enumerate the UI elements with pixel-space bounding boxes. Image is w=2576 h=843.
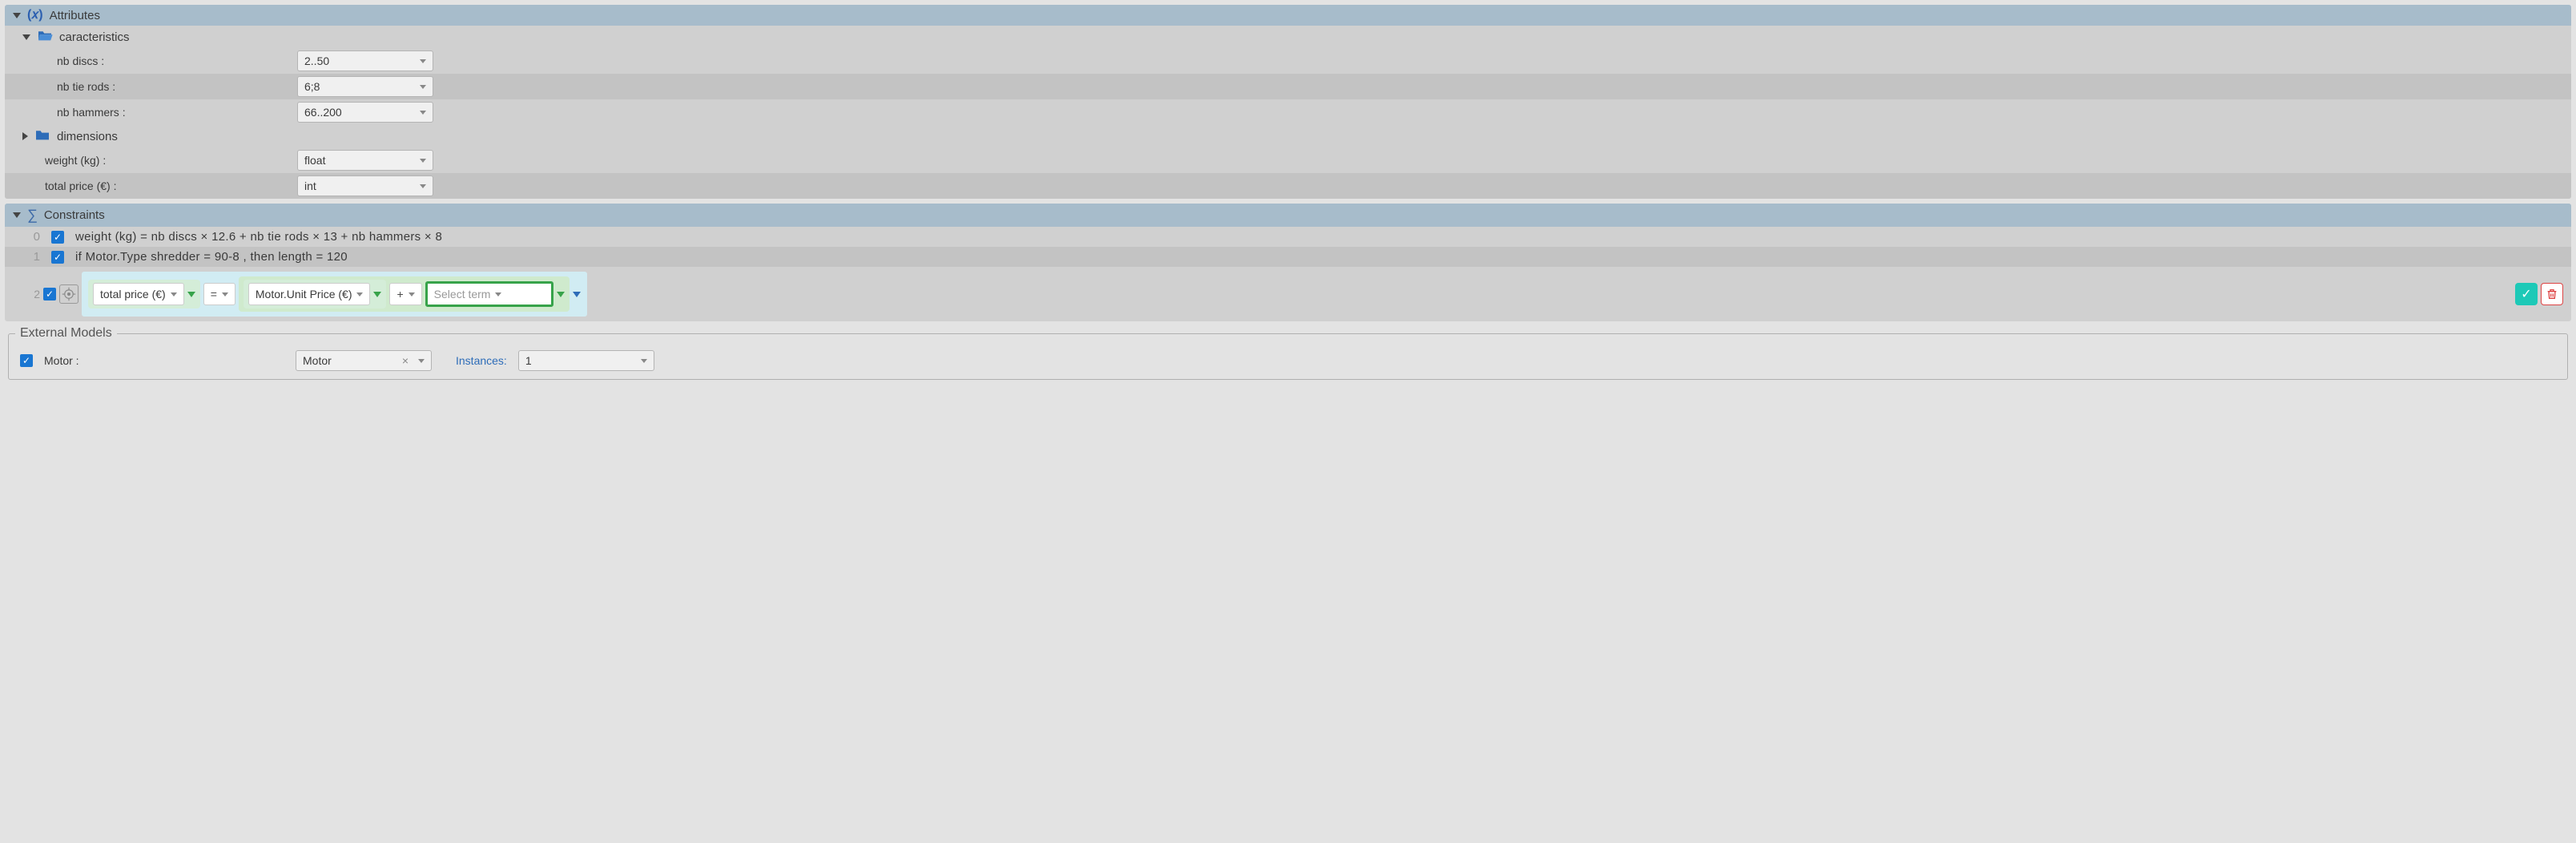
chevron-down-icon [420, 184, 426, 188]
combo-value: 1 [525, 354, 532, 367]
folder-label: caracteristics [59, 30, 130, 44]
lhs-token[interactable]: total price (€) [93, 283, 184, 305]
chevron-down-icon [418, 359, 425, 363]
constraint-text: if Motor.Type shredder = 90-8 , then len… [75, 250, 2563, 264]
folder-dimensions[interactable]: dimensions [5, 125, 2571, 147]
attr-total-price: total price (€) int [5, 173, 2571, 199]
operator-select[interactable]: = [203, 283, 235, 305]
attr-nb-tie-rods: nb tie rods 6;8 [5, 74, 2571, 99]
attributes-panel: (𝑥) Attributes caracteristics nb discs 2… [5, 5, 2571, 199]
constraint-checkbox[interactable]: ✓ [43, 288, 56, 300]
folder-closed-icon [34, 128, 50, 144]
constraint-row-1: 1 ✓ if Motor.Type shredder = 90-8 , then… [5, 247, 2571, 267]
token-label: Motor.Unit Price (€) [256, 288, 352, 300]
attributes-header[interactable]: (𝑥) Attributes [5, 5, 2571, 26]
attr-type-combo[interactable]: float [297, 150, 433, 171]
constraint-index: 2 [27, 288, 40, 300]
attr-type-combo[interactable]: int [297, 175, 433, 196]
confirm-chevron-icon[interactable] [557, 292, 565, 297]
model-checkbox[interactable]: ✓ [20, 354, 33, 367]
instances-combo[interactable]: 1 [518, 350, 654, 371]
constraint-checkbox[interactable]: ✓ [51, 231, 64, 244]
attr-label: total price (€) [45, 179, 297, 192]
attr-label: nb hammers [57, 106, 297, 119]
instances-label: Instances: [456, 354, 507, 367]
model-label: Motor [44, 354, 284, 367]
delete-button[interactable] [2541, 283, 2563, 305]
combo-value: 6;8 [304, 80, 320, 93]
combo-value: Motor [303, 354, 332, 367]
combo-value: 66..200 [304, 106, 342, 119]
attr-nb-hammers: nb hammers 66..200 [5, 99, 2571, 125]
collapse-icon[interactable] [13, 13, 21, 18]
constraints-header[interactable]: ∑ Constraints [5, 204, 2571, 227]
operator-label: + [396, 288, 403, 300]
collapse-icon[interactable] [22, 34, 30, 40]
token-label: total price (€) [100, 288, 166, 300]
chevron-down-icon [409, 292, 415, 296]
constraint-row-0: 0 ✓ weight (kg) = nb discs × 12.6 + nb t… [5, 227, 2571, 247]
folder-caracteristics[interactable]: caracteristics [5, 26, 2571, 48]
combo-value: 2..50 [304, 54, 329, 67]
lhs-group: total price (€) [88, 280, 200, 309]
attr-value-combo[interactable]: 2..50 [297, 50, 433, 71]
attr-nb-discs: nb discs 2..50 [5, 48, 2571, 74]
clear-icon[interactable]: × [402, 354, 409, 367]
attr-label: nb tie rods [57, 80, 297, 93]
chevron-down-icon [356, 292, 363, 296]
confirm-chevron-icon[interactable] [373, 292, 381, 297]
confirm-chevron-icon[interactable] [187, 292, 195, 297]
constraint-index: 1 [27, 250, 40, 264]
attr-weight: weight (kg) float [5, 147, 2571, 173]
constraints-title: Constraints [44, 208, 105, 222]
token-placeholder: Select term [434, 288, 491, 300]
chevron-down-icon [420, 159, 426, 163]
chevron-down-icon [641, 359, 647, 363]
constraint-editor-row: 2 ✓ total price (€) = Motor.Unit Price [5, 267, 2571, 321]
model-value-combo[interactable]: Motor × [296, 350, 432, 371]
combo-value: int [304, 179, 316, 192]
external-model-row: ✓ Motor Motor × Instances: 1 [15, 349, 2561, 373]
attr-label: weight (kg) [45, 154, 297, 167]
constraint-editor: total price (€) = Motor.Unit Price (€) [82, 272, 587, 317]
rhs-group: Motor.Unit Price (€) + Select term [239, 276, 570, 312]
rhs-term1-group: Motor.Unit Price (€) [244, 280, 387, 309]
rhs-term2-select[interactable]: Select term [425, 281, 553, 307]
attributes-icon: (𝑥) [27, 8, 43, 22]
operator-label: = [211, 288, 217, 300]
chevron-down-icon [171, 292, 177, 296]
rhs-term1-token[interactable]: Motor.Unit Price (€) [248, 283, 371, 305]
constraint-checkbox[interactable]: ✓ [51, 251, 64, 264]
constraint-text: weight (kg) = nb discs × 12.6 + nb tie r… [75, 230, 2563, 244]
attributes-title: Attributes [50, 9, 100, 22]
chevron-down-icon [222, 292, 228, 296]
add-term-icon[interactable] [573, 292, 581, 297]
sigma-icon: ∑ [27, 207, 38, 224]
attr-value-combo[interactable]: 6;8 [297, 76, 433, 97]
chevron-down-icon [420, 59, 426, 63]
expand-icon[interactable] [22, 132, 28, 140]
chevron-down-icon [420, 85, 426, 89]
combo-value: float [304, 154, 325, 167]
target-icon[interactable] [59, 284, 78, 304]
attr-value-combo[interactable]: 66..200 [297, 102, 433, 123]
chevron-down-icon [420, 111, 426, 115]
folder-open-icon [37, 29, 53, 45]
join-operator-select[interactable]: + [389, 283, 421, 305]
confirm-button[interactable]: ✓ [2515, 283, 2538, 305]
external-models-legend: External Models [15, 326, 117, 341]
constraints-panel: ∑ Constraints 0 ✓ weight (kg) = nb discs… [5, 204, 2571, 321]
attr-label: nb discs [57, 54, 297, 67]
folder-label: dimensions [57, 130, 118, 143]
constraint-index: 0 [27, 230, 40, 244]
external-models-fieldset: External Models ✓ Motor Motor × Instance… [8, 326, 2568, 380]
collapse-icon[interactable] [13, 212, 21, 218]
chevron-down-icon [495, 292, 501, 296]
